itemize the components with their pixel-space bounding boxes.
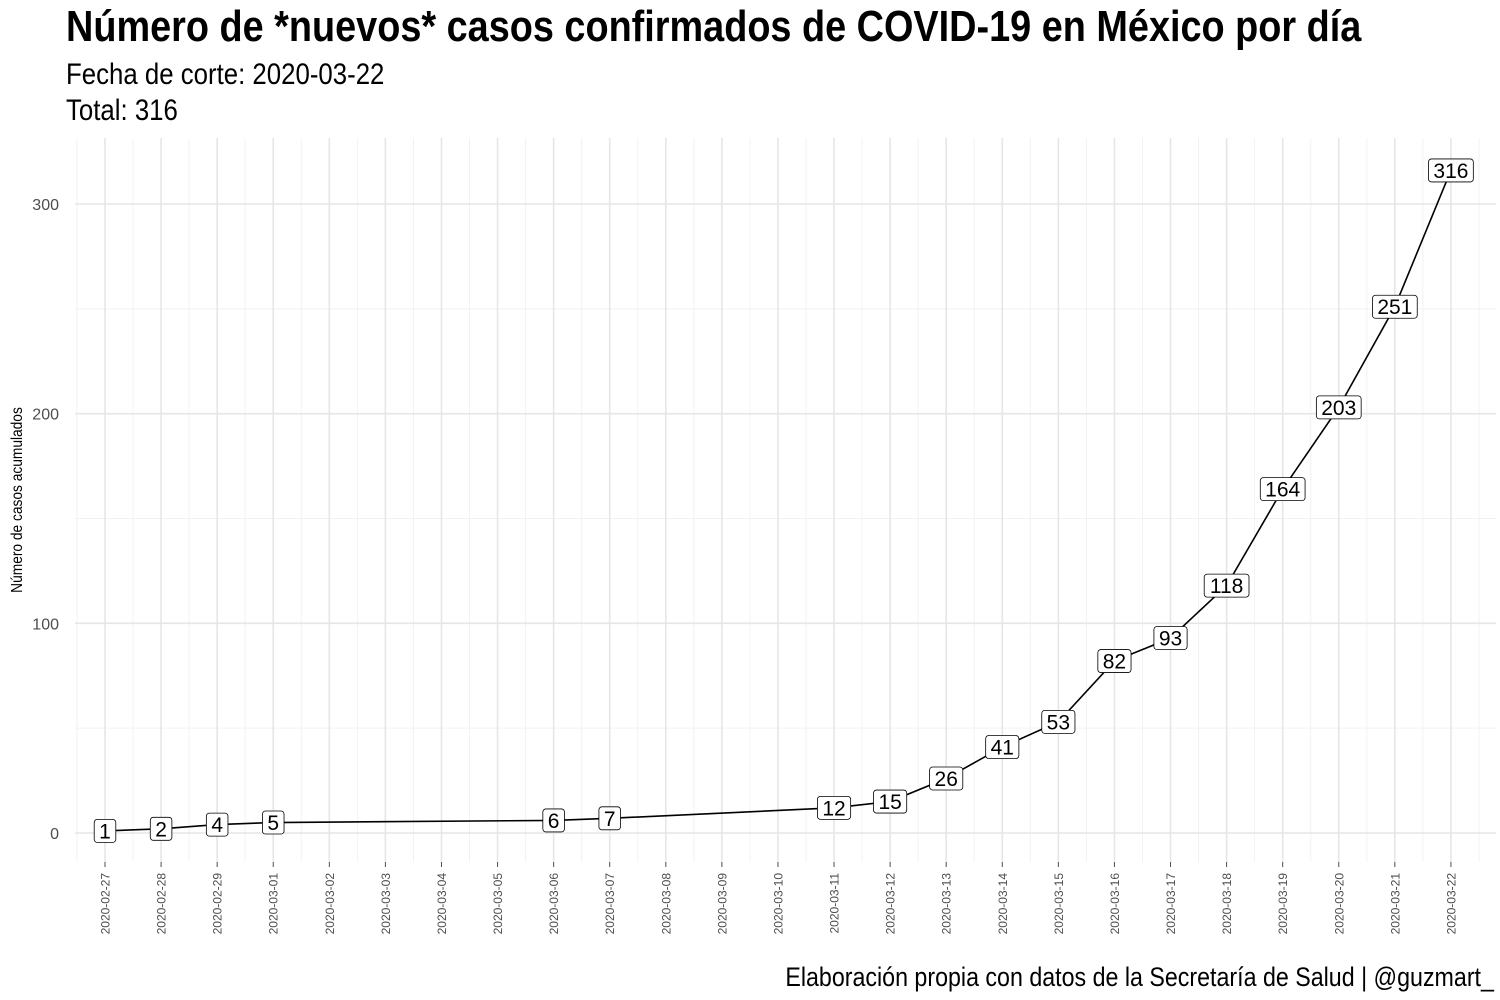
data-label-box [262, 810, 285, 835]
data-label: 164 [1265, 479, 1300, 502]
x-tick-label: 2020-03-13 [940, 873, 954, 935]
data-label-box [598, 806, 621, 831]
x-tick-label: 2020-03-04 [435, 873, 449, 935]
data-point: 4 [205, 812, 229, 837]
data-label: 82 [1103, 651, 1126, 674]
data-point: 203 [1315, 395, 1362, 420]
x-tick-label: 2020-03-08 [659, 873, 673, 935]
x-tick-label: 2020-03-18 [1220, 873, 1234, 935]
data-point: 7 [598, 806, 621, 831]
x-tick-label: 2020-03-20 [1332, 873, 1346, 935]
data-label: 1 [99, 820, 111, 843]
data-label-box [985, 735, 1020, 759]
data-label-box [1041, 709, 1076, 734]
data-label-box [205, 812, 229, 837]
x-axis-ticks: 2020-02-27 2020-02-28 2020-02-29 2020-03-01… [99, 862, 1458, 935]
data-label: 26 [935, 768, 958, 791]
data-label: 41 [991, 737, 1014, 760]
x-tick-label: 2020-03-07 [603, 873, 617, 935]
data-label: 7 [604, 808, 616, 831]
data-label: 53 [1047, 711, 1070, 734]
data-point: 82 [1097, 649, 1132, 674]
data-label-box [1315, 395, 1362, 420]
data-label-box [542, 808, 565, 833]
data-point: 316 [1428, 158, 1474, 183]
data-point: 2 [149, 816, 173, 841]
data-label-box [1428, 158, 1474, 183]
data-point: 1 [93, 819, 117, 843]
data-label: 6 [548, 810, 560, 833]
x-tick-label: 2020-03-14 [996, 873, 1010, 935]
data-label: 93 [1159, 628, 1182, 651]
x-tick-label: 2020-03-11 [828, 873, 842, 934]
data-point: 118 [1203, 573, 1250, 598]
x-tick-label: 2020-03-19 [1276, 873, 1290, 935]
data-label: 316 [1433, 160, 1468, 183]
x-tick-label: 2020-02-27 [99, 873, 113, 935]
data-point: 251 [1372, 294, 1418, 319]
data-label-box [93, 819, 117, 843]
x-tick-label: 2020-03-01 [267, 873, 281, 935]
data-label: 203 [1321, 397, 1356, 420]
x-tick-label: 2020-03-10 [771, 873, 785, 935]
data-label-box [1203, 573, 1250, 598]
data-label-box [149, 816, 173, 841]
data-label: 15 [878, 791, 901, 814]
x-tick-label: 2020-03-21 [1388, 873, 1402, 935]
data-label: 118 [1210, 575, 1243, 598]
y-axis-ticks: 0 100 200 300 [32, 197, 59, 843]
x-tick-label: 2020-03-16 [1108, 873, 1122, 935]
x-tick-label: 2020-03-06 [547, 873, 561, 935]
x-tick-label: 2020-03-15 [1052, 873, 1066, 935]
y-tick-label: 100 [32, 616, 59, 633]
x-tick-label: 2020-03-22 [1444, 873, 1458, 935]
data-point: 6 [542, 808, 565, 833]
x-tick-label: 2020-02-29 [211, 873, 225, 935]
data-label: 4 [211, 814, 223, 837]
data-point: 41 [985, 735, 1020, 760]
chart-subtitle-total: Total: 316 [66, 94, 178, 127]
chart-title: Número de *nuevos* casos confirmados de … [66, 2, 1362, 51]
data-point: 53 [1041, 709, 1076, 734]
chart-caption: Elaboración propia con datos de la Secre… [785, 962, 1494, 992]
data-label: 5 [267, 812, 279, 835]
data-label-box [817, 795, 852, 820]
data-point: 164 [1259, 477, 1306, 502]
data-label-box [1153, 626, 1188, 650]
data-label: 251 [1377, 296, 1412, 319]
data-label-box [1259, 477, 1306, 502]
x-tick-label: 2020-03-12 [884, 873, 898, 935]
data-label-box [929, 766, 964, 791]
data-point: 5 [262, 810, 285, 835]
data-point: 93 [1153, 626, 1188, 651]
x-tick-label: 2020-03-09 [715, 873, 729, 935]
x-tick-label: 2020-03-02 [323, 873, 337, 935]
x-tick-label: 2020-02-28 [155, 873, 169, 935]
x-tick-label: 2020-03-05 [491, 873, 505, 935]
data-label-box [1097, 649, 1132, 673]
y-tick-label: 0 [50, 826, 59, 843]
grid-lines [75, 138, 1496, 862]
x-tick-label: 2020-03-17 [1164, 873, 1178, 935]
data-point: 12 [817, 795, 852, 820]
data-label: 12 [822, 797, 845, 820]
data-label: 2 [155, 818, 167, 841]
y-tick-label: 300 [32, 197, 59, 214]
data-label-box [873, 789, 908, 814]
chart-subtitle-cutoff-date: Fecha de corte: 2020-03-22 [66, 58, 385, 91]
data-label-box [1372, 294, 1418, 319]
x-tick-label: 2020-03-03 [379, 873, 393, 935]
data-point: 15 [873, 789, 908, 814]
data-point: 26 [929, 766, 964, 791]
y-axis-label: Número de casos acumulados [8, 407, 26, 593]
y-tick-label: 200 [32, 407, 59, 424]
